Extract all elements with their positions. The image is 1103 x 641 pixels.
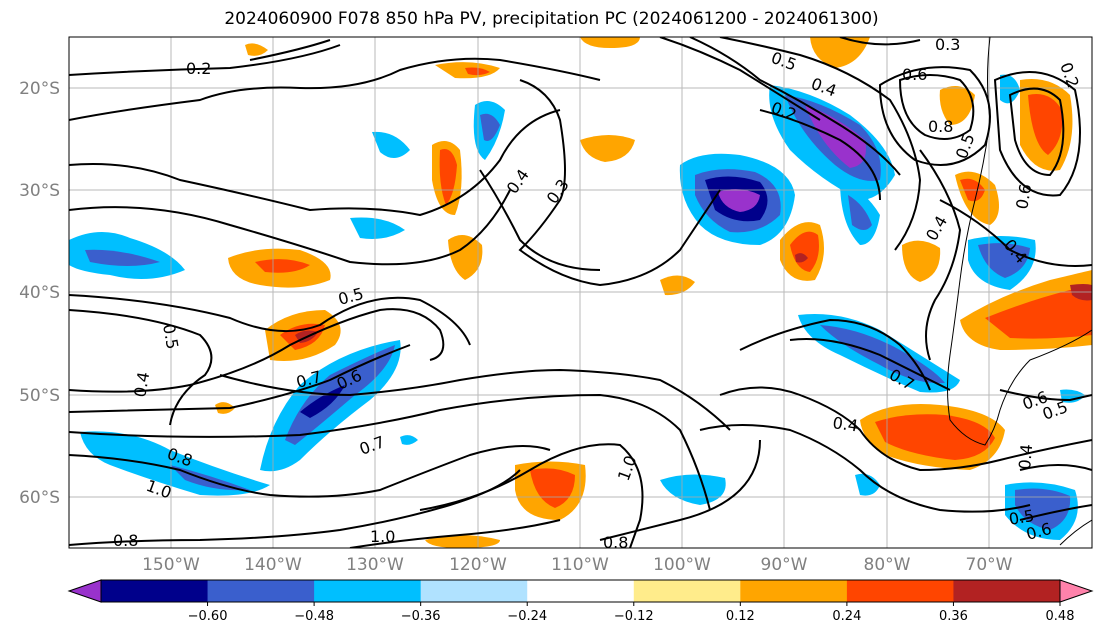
lon-tick: 70°W bbox=[966, 555, 1013, 575]
colorbar-label: −0.60 bbox=[188, 609, 228, 624]
colorbar-swatch bbox=[740, 580, 848, 602]
lon-tick: 80°W bbox=[864, 555, 911, 575]
contour-label: 0.4 bbox=[1015, 443, 1036, 470]
colorbar-label: 0.36 bbox=[939, 609, 968, 624]
lat-tick: 20°S bbox=[19, 79, 60, 99]
map-frame bbox=[68, 36, 1093, 549]
contour-label: 0.8 bbox=[113, 531, 138, 550]
contour-label: 0.6 bbox=[1012, 182, 1035, 210]
colorbar-label: 0.24 bbox=[832, 609, 861, 624]
longitude-ticks: 150°W 140°W 130°W 120°W 110°W 100°W 90°W… bbox=[142, 555, 1013, 575]
contour-label: 0.6 bbox=[902, 65, 927, 84]
lat-tick: 30°S bbox=[19, 181, 60, 201]
colorbar-label: −0.24 bbox=[507, 609, 547, 624]
lon-tick: 100°W bbox=[653, 555, 711, 575]
lon-tick: 140°W bbox=[244, 555, 302, 575]
colorbar-label: 0.12 bbox=[726, 609, 755, 624]
colorbar-swatch bbox=[101, 580, 209, 602]
lat-tick: 50°S bbox=[19, 386, 60, 406]
precip-shading bbox=[69, 37, 1092, 548]
colorbar-extend-high bbox=[1059, 579, 1094, 603]
colorbar-swatch bbox=[953, 580, 1061, 602]
contour-label: 0.5 bbox=[159, 322, 182, 350]
colorbar-label: −0.12 bbox=[614, 609, 654, 624]
colorbar-swatch bbox=[420, 580, 528, 602]
colorbar-swatch bbox=[527, 580, 635, 602]
contour-label: 0.5 bbox=[1007, 506, 1035, 529]
lat-tick: 60°S bbox=[19, 488, 60, 508]
lon-tick: 150°W bbox=[142, 555, 200, 575]
lon-tick: 110°W bbox=[551, 555, 609, 575]
contour-label: 0.8 bbox=[603, 533, 628, 552]
contour-label: 0.8 bbox=[928, 117, 953, 136]
colorbar-label: −0.48 bbox=[294, 609, 334, 624]
lon-tick: 120°W bbox=[449, 555, 507, 575]
latitude-ticks: 20°S 30°S 40°S 50°S 60°S bbox=[19, 79, 60, 508]
pv-contours bbox=[69, 37, 1092, 548]
lat-tick: 40°S bbox=[19, 283, 60, 303]
colorbar-swatch bbox=[314, 580, 422, 602]
map-title: 2024060900 F078 850 hPa PV, precipitatio… bbox=[224, 9, 879, 29]
colorbar-label: 0.48 bbox=[1046, 609, 1075, 624]
lon-tick: 90°W bbox=[761, 555, 808, 575]
lon-tick: 130°W bbox=[346, 555, 404, 575]
colorbar-swatch bbox=[633, 580, 741, 602]
colorbar-label: −0.36 bbox=[401, 609, 441, 624]
colorbar-swatch bbox=[846, 580, 954, 602]
colorbar-extend-low bbox=[67, 579, 102, 603]
contour-label: 0.4 bbox=[831, 413, 859, 435]
coastline bbox=[947, 37, 1092, 546]
colorbar: −0.60 −0.48 −0.36 −0.24 −0.12 0.12 0.24 0.36 0.4… bbox=[67, 579, 1094, 624]
contour-label: 0.2 bbox=[186, 59, 211, 78]
contour-label: 0.4 bbox=[130, 370, 153, 398]
contour-label: 0.3 bbox=[935, 35, 960, 54]
contour-label: 1.0 bbox=[370, 527, 395, 546]
map-content: 0.2 0.5 0.4 0.2 0.3 0.6 0.8 0.5 0.2 0.4 … bbox=[69, 35, 1092, 552]
colorbar-swatch bbox=[207, 580, 315, 602]
colorbar-border bbox=[100, 579, 1061, 603]
